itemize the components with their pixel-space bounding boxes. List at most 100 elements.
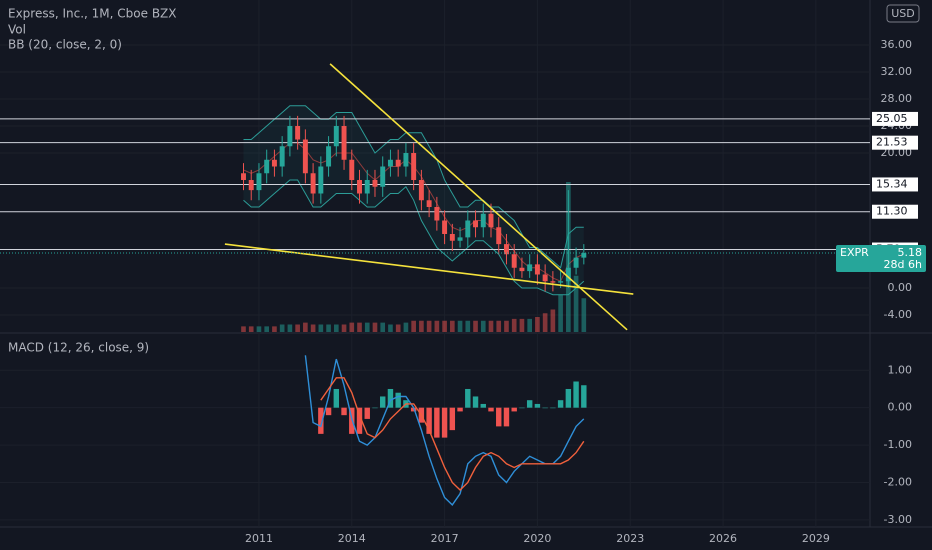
volume-bar: [457, 320, 463, 332]
candle-body: [279, 146, 285, 167]
candle-body: [449, 233, 455, 241]
histogram-bar: [511, 407, 517, 412]
candle-body: [565, 267, 571, 282]
candle-body: [333, 126, 339, 147]
volume-bar: [426, 320, 432, 332]
candle-body: [496, 227, 502, 245]
candle-body: [395, 159, 401, 167]
level-tag: [872, 177, 918, 192]
volume-bar: [473, 320, 478, 332]
histogram-bar: [380, 396, 386, 408]
candle-body: [519, 267, 525, 272]
candle-body: [434, 207, 440, 221]
symbol: EXPR: [840, 246, 869, 259]
volume-bar: [558, 294, 563, 332]
histogram-bar: [387, 388, 394, 408]
countdown: 28d 6h: [884, 258, 922, 271]
histogram-bar: [341, 407, 347, 416]
candle-body: [488, 213, 494, 228]
histogram-bar: [581, 385, 587, 408]
histogram-bar: [434, 407, 440, 438]
candle-body: [411, 153, 417, 181]
level-label: 21.53: [876, 136, 908, 149]
x-tick-label: 2014: [338, 532, 366, 545]
candle-body: [349, 159, 355, 181]
histogram-bar: [573, 381, 579, 408]
y-tick-label: -1.00: [884, 438, 912, 451]
volume-bar: [411, 320, 416, 332]
histogram-bar: [318, 407, 324, 434]
candle-body: [418, 180, 424, 201]
candle-body: [302, 139, 308, 174]
volume-bar: [573, 275, 579, 332]
candle-body: [465, 220, 471, 238]
volume-bar: [310, 324, 316, 332]
volume-bar: [303, 322, 308, 332]
volume-bar: [357, 322, 362, 332]
candle-body: [511, 254, 517, 268]
candle-body: [326, 146, 332, 167]
volume-bar: [450, 320, 455, 332]
candle-body: [558, 281, 564, 283]
histogram-bar: [441, 407, 448, 438]
volume-bar: [326, 324, 331, 332]
volume-bar: [442, 320, 447, 332]
currency[interactable]: USD: [891, 7, 915, 20]
vol-label: Vol: [8, 23, 26, 37]
volume-bar: [295, 324, 300, 332]
volume-bar: [496, 320, 502, 332]
volume-bar: [256, 326, 262, 332]
histogram-bar: [395, 392, 401, 408]
volume-bar: [403, 322, 409, 332]
volume-bar: [504, 320, 509, 332]
candle-body: [573, 257, 579, 268]
histogram-bar: [534, 403, 541, 408]
macd-label: MACD (12, 26, close, 9): [8, 341, 149, 355]
candle-body: [527, 264, 533, 272]
level-tag: [872, 204, 918, 219]
candle-body: [387, 159, 393, 167]
volume-bar: [241, 326, 246, 332]
candle-body: [534, 264, 540, 275]
histogram-bar: [364, 407, 370, 419]
histogram-bar: [465, 388, 471, 408]
volume-bar: [535, 317, 540, 332]
level-label: 25.05: [876, 112, 908, 125]
candle-body: [287, 126, 293, 147]
y-tick-label: 36.00: [881, 38, 913, 51]
signal-line: [320, 377, 585, 491]
level-tag: [872, 135, 918, 150]
histogram-bar: [372, 407, 378, 409]
histogram-bar: [519, 407, 525, 409]
currency-box[interactable]: [886, 4, 920, 23]
histogram-bar: [503, 407, 510, 427]
y-tick-label: 0.00: [888, 281, 913, 294]
candle-body: [318, 166, 324, 194]
volume-bar: [511, 318, 517, 332]
y-tick-label: 1.00: [888, 363, 913, 376]
candle-body: [550, 281, 556, 283]
volume-bar: [488, 320, 494, 332]
histogram-bar: [426, 407, 432, 434]
x-tick-label: 2026: [709, 532, 737, 545]
histogram-bar: [480, 403, 486, 408]
histogram-bar: [325, 407, 332, 416]
candle-body: [473, 220, 479, 228]
volume-bar: [519, 318, 525, 332]
volume-bar: [419, 320, 424, 332]
volume-bar: [434, 320, 440, 332]
chart-title: Express, Inc., 1M, Cboe BZX: [8, 7, 177, 21]
histogram-bar: [333, 388, 340, 408]
histogram-bar: [557, 400, 564, 408]
histogram-bar: [565, 388, 572, 408]
volume-bar: [318, 324, 324, 332]
volume-bar: [527, 318, 532, 332]
candle-body: [442, 220, 448, 234]
candle-body: [581, 253, 587, 258]
volume-bar: [333, 324, 339, 332]
last-price: 5.18: [898, 246, 923, 259]
bb-upper: [243, 105, 584, 269]
histogram-bar: [449, 407, 456, 431]
histogram-bar: [526, 400, 533, 408]
x-tick-label: 2023: [616, 532, 644, 545]
